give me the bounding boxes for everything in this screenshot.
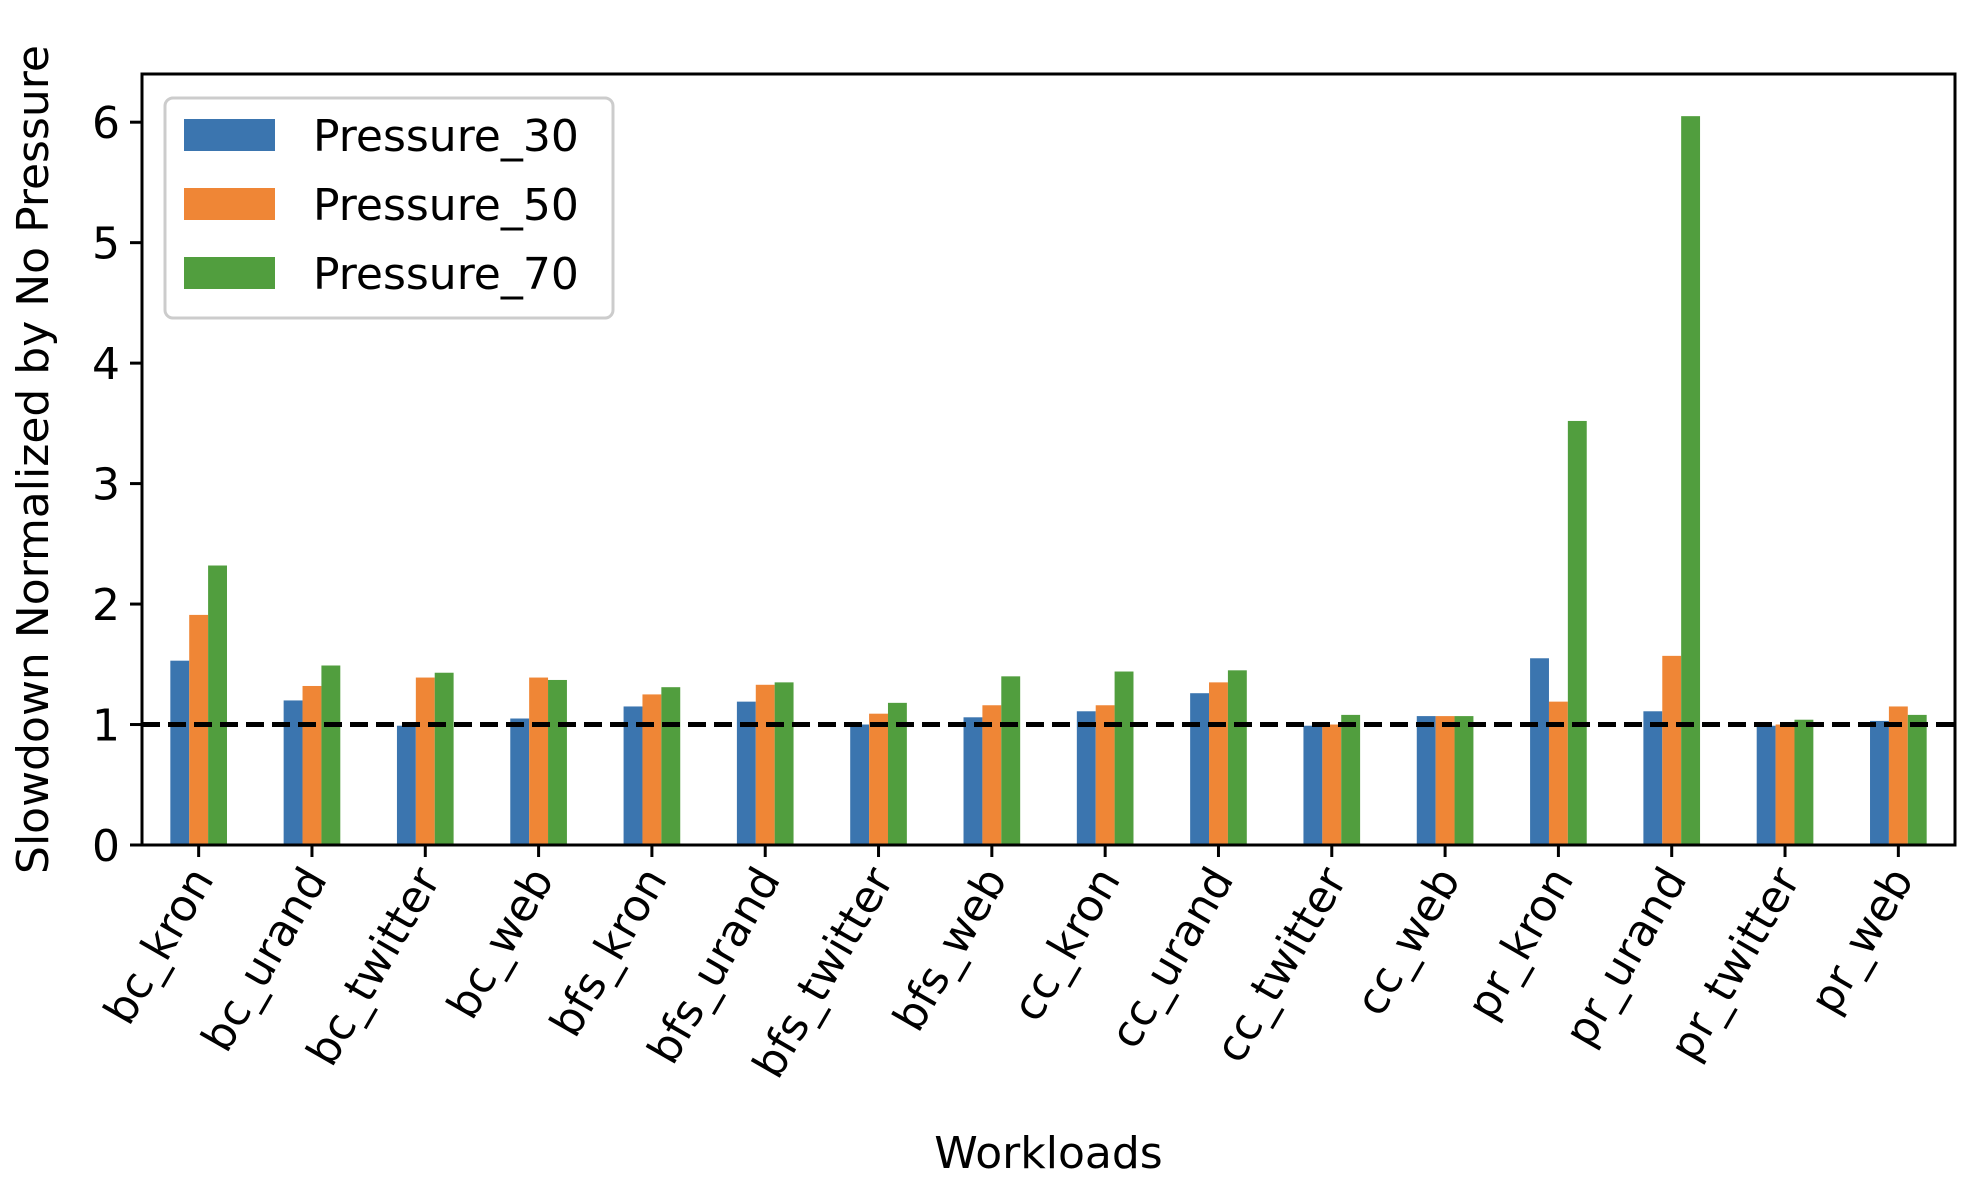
bar-Pressure_50-cc_urand: [1209, 682, 1228, 845]
bar-Pressure_70-pr_kron: [1567, 420, 1587, 845]
bar-Pressure_30-pr_twitter: [1756, 725, 1776, 845]
bar-Pressure_30-bc_web: [510, 718, 530, 845]
legend: Pressure_30 Pressure_50 Pressure_70: [163, 96, 615, 320]
x-axis-title: Workloads: [934, 1128, 1162, 1179]
bar-Pressure_50-bfs_urand: [755, 684, 775, 845]
bar-Pressure_70-bfs_urand: [774, 682, 794, 845]
bar-Pressure_70-bfs_web: [1001, 676, 1021, 845]
x-tick-label: pr_web: [1800, 859, 1924, 1022]
bar-Pressure_30-pr_kron: [1530, 658, 1549, 845]
bar-Pressure_30-bc_twitter: [396, 725, 416, 845]
bar-Pressure_70-bc_urand: [321, 665, 341, 845]
legend-swatch-Pressure_30: [184, 119, 275, 151]
y-tick-label: 3: [92, 460, 120, 511]
bar-Pressure_70-pr_web: [1907, 714, 1927, 845]
x-tick-label: cc_kron: [1003, 859, 1131, 1030]
bar-Pressure_70-cc_web: [1454, 716, 1474, 845]
bar-Pressure_30-cc_web: [1416, 716, 1436, 845]
x-tick-label: cc_web: [1346, 859, 1471, 1024]
bar-Pressure_30-bfs_twitter: [850, 724, 870, 845]
y-tick-label: 0: [92, 821, 120, 872]
legend-swatch-Pressure_70: [184, 257, 275, 289]
bar-Pressure_50-pr_kron: [1548, 701, 1568, 845]
bar-Pressure_70-pr_twitter: [1794, 719, 1814, 845]
bar-Pressure_50-bc_kron: [189, 614, 209, 845]
bar-Pressure_30-bfs_web: [963, 717, 983, 845]
bar-Pressure_30-bc_kron: [170, 660, 190, 845]
bar-Pressure_50-bc_twitter: [415, 677, 435, 845]
bars-layer: [170, 116, 1927, 845]
bar-Pressure_70-pr_urand: [1681, 116, 1701, 845]
legend-box: [163, 96, 615, 320]
y-tick-label: 5: [92, 219, 120, 270]
bar-Pressure_50-cc_twitter: [1322, 724, 1342, 845]
x-tick-label: pr_kron: [1457, 859, 1584, 1028]
bar-Pressure_70-bfs_kron: [661, 687, 681, 845]
bar-Pressure_50-bfs_twitter: [869, 713, 888, 845]
bar-Pressure_70-bc_kron: [208, 565, 227, 845]
bar-Pressure_70-cc_urand: [1227, 670, 1247, 845]
legend-label-Pressure_70: Pressure_70: [313, 249, 579, 300]
bar-Pressure_70-bc_web: [548, 679, 567, 845]
x-tick-label: bfs_web: [884, 859, 1018, 1040]
bar-Pressure_70-cc_twitter: [1341, 714, 1361, 845]
bar-Pressure_30-cc_kron: [1076, 711, 1096, 845]
x-tick-label: bc_kron: [94, 859, 224, 1033]
bar-Pressure_30-pr_urand: [1643, 711, 1663, 845]
bar-Pressure_30-bc_urand: [283, 700, 303, 845]
bar-Pressure_50-bc_web: [529, 677, 549, 845]
legend-swatch-Pressure_50: [184, 188, 275, 220]
bar-Pressure_30-cc_twitter: [1303, 725, 1323, 845]
bar-Pressure_50-bc_urand: [302, 685, 322, 845]
x-tick-label: bc_web: [437, 859, 564, 1027]
y-tick-label: 2: [92, 580, 120, 631]
bar-Pressure_30-bfs_kron: [623, 706, 643, 845]
y-axis-title: Slowdown Normalized by No Pressure: [8, 45, 59, 874]
legend-label-Pressure_30: Pressure_30: [313, 111, 579, 162]
bar-Pressure_50-cc_kron: [1095, 705, 1115, 845]
y-tick-label: 4: [92, 339, 120, 390]
y-tick-label: 6: [92, 98, 120, 149]
bar-Pressure_70-cc_kron: [1114, 671, 1134, 845]
bar-Pressure_50-bfs_web: [982, 705, 1002, 845]
y-tick-label: 1: [92, 701, 120, 752]
bar-Pressure_70-bfs_twitter: [887, 702, 907, 845]
plot-frame: [140, 72, 1957, 847]
bar-Pressure_70-bc_twitter: [434, 672, 454, 845]
bar-Pressure_50-pr_urand: [1662, 655, 1682, 845]
bar-Pressure_50-bfs_kron: [642, 694, 662, 845]
bar-Pressure_30-pr_web: [1870, 720, 1889, 845]
bar-Pressure_30-bfs_urand: [736, 701, 756, 845]
bar-Pressure_50-cc_web: [1435, 716, 1455, 845]
bar-Pressure_30-cc_urand: [1190, 693, 1210, 845]
bar-Pressure_50-pr_twitter: [1775, 724, 1795, 845]
legend-label-Pressure_50: Pressure_50: [313, 180, 579, 231]
bar-Pressure_50-pr_web: [1888, 706, 1908, 845]
